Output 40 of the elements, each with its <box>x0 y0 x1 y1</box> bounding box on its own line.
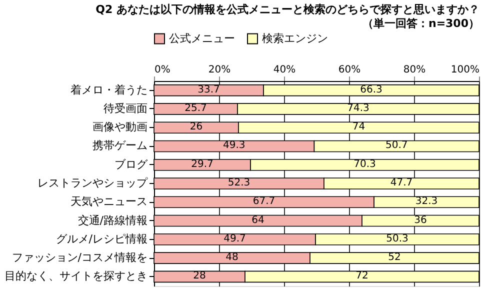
data-label: 66.3 <box>360 84 382 96</box>
data-label: 74.3 <box>347 102 370 114</box>
x-tick-label: 40% <box>273 64 296 76</box>
y-tick-label: 待受画面 <box>104 102 148 115</box>
x-tick-label: 20% <box>208 64 231 76</box>
data-label: 50.7 <box>385 140 408 152</box>
x-tick-label: 100% <box>450 64 480 76</box>
y-tick-label: 交通/路線情報 <box>78 214 148 227</box>
data-label: 50.3 <box>386 233 408 244</box>
data-label: 33.7 <box>198 84 220 96</box>
y-tick-label: レストランやショップ <box>38 176 148 190</box>
data-label: 47.7 <box>390 178 413 188</box>
data-label: 72 <box>356 270 368 282</box>
chart-title: Q2 あなたは以下の情報を公式メニューと検索のどちらで探すと思いますか？ <box>96 3 480 16</box>
data-label: 48 <box>226 252 238 264</box>
y-tick-label: 天気やニュース <box>70 195 148 208</box>
y-tick-label: ブログ <box>114 158 148 171</box>
x-tick-label: 60% <box>338 64 361 76</box>
data-label: 49.7 <box>224 233 246 244</box>
y-tick-label: ファッション/コスメ情報を <box>12 251 148 264</box>
y-tick-label: グルメ/レシピ情報 <box>56 232 148 246</box>
y-tick-label: 着メロ・着うた <box>70 83 148 96</box>
x-tick-label: 0% <box>154 64 170 76</box>
x-tick-label: 80% <box>403 64 426 76</box>
data-label: 52 <box>388 252 401 264</box>
data-label: 67.7 <box>252 196 276 208</box>
data-label: 52.3 <box>228 178 250 188</box>
data-label: 36 <box>414 214 427 226</box>
legend-label: 公式メニュー <box>169 32 235 45</box>
legend-label: 検索エンジン <box>262 32 328 45</box>
y-tick-label: 携帯ゲーム <box>92 139 148 152</box>
chart-subtitle: （単一回答：n=300） <box>362 17 480 30</box>
data-label: 70.3 <box>354 158 376 170</box>
y-tick-label: 画像や動画 <box>92 120 148 134</box>
data-label: 64 <box>252 214 264 226</box>
data-label: 25.7 <box>184 102 207 114</box>
y-tick-label: 目的なく、サイトを探すとき <box>4 270 148 283</box>
data-label: 74 <box>352 122 366 133</box>
data-label: 29.7 <box>191 158 214 170</box>
data-label: 49.3 <box>222 140 246 152</box>
